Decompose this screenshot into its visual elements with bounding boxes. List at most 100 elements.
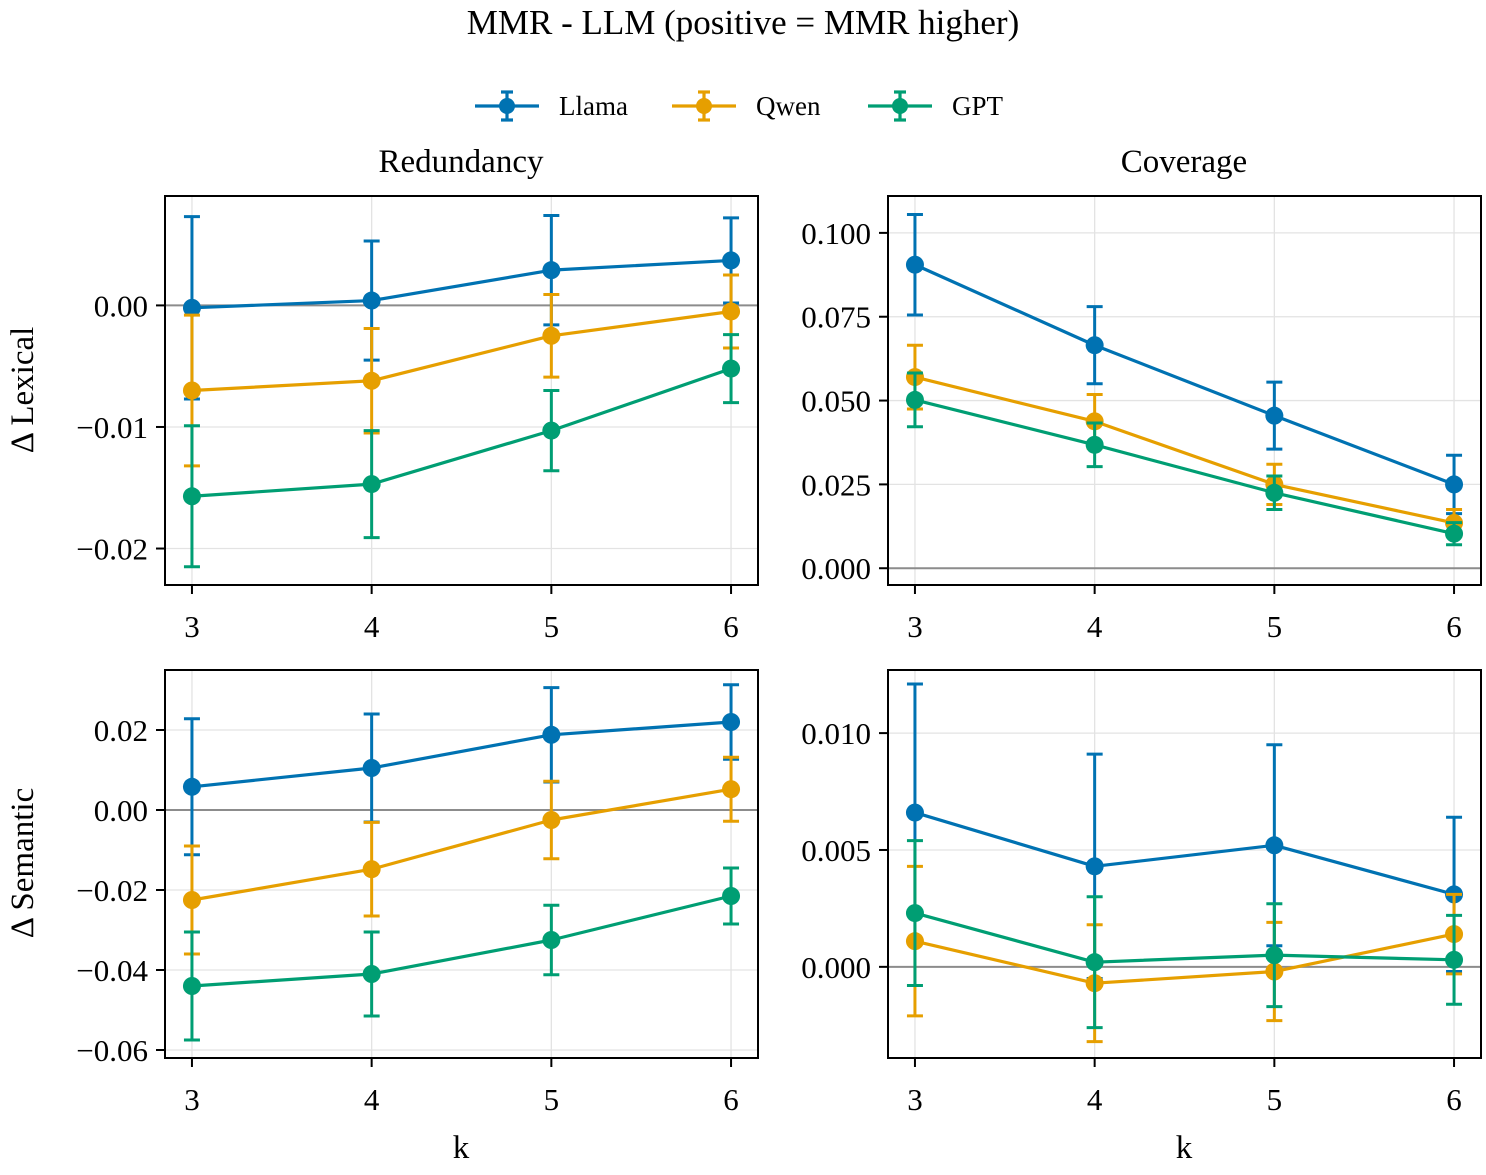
- point-llama-0: [182, 298, 201, 317]
- panel-frame: [887, 669, 1482, 1059]
- y-tick-label-0: −0.06: [76, 1033, 148, 1068]
- point-gpt-2: [1265, 483, 1284, 502]
- y-tick-label-4: 0.02: [94, 713, 148, 748]
- point-llama-1: [362, 291, 381, 310]
- point-llama-3: [1445, 475, 1464, 494]
- point-qwen-1: [362, 860, 381, 879]
- series-line-qwen: [914, 932, 1455, 985]
- y-tick-label-2: 0.050: [801, 384, 871, 419]
- x-tick-label-1: 4: [364, 1082, 380, 1117]
- series-line-llama: [914, 263, 1455, 486]
- panel-redundancy-lexical: −0.02 −0.01 0.00 3 4 5 6: [76, 195, 759, 644]
- series-line-qwen: [191, 787, 732, 902]
- legend-label-gpt: GPT: [952, 91, 1004, 121]
- y-tick-label-0: 0.000: [801, 950, 871, 985]
- point-qwen-0: [182, 891, 201, 909]
- point-llama-1: [1085, 857, 1104, 876]
- series-line-gpt: [914, 911, 1455, 964]
- legend-marker-llama: [499, 98, 515, 114]
- point-qwen-3: [722, 302, 741, 321]
- series-line-llama: [191, 258, 732, 310]
- y-tick-label-0: −0.02: [76, 532, 148, 567]
- x-axis-label-right: k: [1176, 1130, 1193, 1166]
- x-tick-label-1: 4: [1087, 609, 1103, 644]
- legend-marker-gpt: [892, 98, 908, 114]
- point-qwen-0: [182, 381, 201, 400]
- point-llama-2: [542, 261, 561, 280]
- point-llama-2: [1265, 836, 1284, 855]
- y-tick-label-2: 0.00: [94, 288, 148, 323]
- x-tick-label-2: 5: [544, 609, 560, 644]
- point-qwen-2: [542, 811, 561, 829]
- panel-frame: [164, 669, 759, 1059]
- x-tick-label-3: 6: [723, 609, 739, 644]
- row-label-semantic: Δ Semantic: [5, 788, 41, 938]
- point-gpt-2: [1265, 946, 1284, 965]
- point-gpt-1: [1085, 953, 1104, 972]
- point-llama-1: [362, 759, 381, 777]
- x-tick-label-2: 5: [1267, 1082, 1283, 1117]
- point-llama-3: [722, 713, 741, 731]
- legend: Llama Qwen GPT: [475, 90, 1004, 122]
- panel-coverage-semantic: 0.000 0.005 0.010 3 4 5 6: [801, 669, 1482, 1117]
- point-gpt-3: [1445, 950, 1464, 969]
- panel-coverage-lexical: 0.000 0.025 0.050 0.075 0.100 3 4 5 6: [801, 195, 1482, 644]
- point-gpt-0: [905, 390, 924, 409]
- x-tick-label-2: 5: [1267, 609, 1283, 644]
- y-tick-label-2: 0.010: [801, 716, 871, 751]
- point-llama-2: [1265, 406, 1284, 425]
- point-gpt-0: [182, 487, 201, 506]
- column-title-redundancy: Redundancy: [379, 144, 544, 180]
- point-qwen-2: [542, 326, 561, 345]
- y-tick-label-3: 0.075: [801, 300, 871, 335]
- series-line-qwen: [914, 375, 1455, 525]
- series-line-gpt: [191, 367, 732, 498]
- point-qwen-1: [1085, 412, 1104, 431]
- panel-frame: [164, 195, 759, 586]
- point-gpt-3: [722, 359, 741, 378]
- series-line-gpt: [191, 894, 732, 988]
- series-line-llama: [914, 811, 1455, 896]
- panel-frame: [887, 195, 1482, 586]
- point-gpt-3: [722, 887, 741, 905]
- x-tick-label-1: 4: [364, 609, 380, 644]
- point-llama-0: [905, 255, 924, 274]
- point-qwen-3: [722, 780, 741, 799]
- point-gpt-2: [542, 931, 561, 949]
- x-tick-label-2: 5: [544, 1082, 560, 1117]
- y-tick-label-2: −0.02: [76, 873, 148, 908]
- x-axis-label-left: k: [453, 1130, 470, 1166]
- series-line-llama: [191, 720, 732, 789]
- point-llama-1: [1085, 336, 1104, 355]
- x-tick-label-0: 3: [184, 1082, 200, 1117]
- x-tick-label-1: 4: [1087, 1082, 1103, 1117]
- point-llama-2: [542, 725, 561, 744]
- point-gpt-0: [182, 977, 201, 995]
- x-tick-label-3: 6: [723, 1082, 739, 1117]
- y-tick-label-1: 0.025: [801, 467, 871, 502]
- y-tick-label-1: 0.005: [801, 833, 871, 868]
- panel-redundancy-semantic: −0.06 −0.04 −0.02 0.00 0.02 3 4 5 6: [76, 669, 759, 1117]
- point-gpt-1: [1085, 435, 1104, 454]
- point-gpt-1: [362, 475, 381, 494]
- y-tick-label-4: 0.100: [801, 216, 871, 251]
- legend-marker-qwen: [696, 98, 712, 114]
- column-title-coverage: Coverage: [1121, 144, 1247, 180]
- y-tick-label-0: 0.000: [801, 551, 871, 586]
- point-llama-0: [182, 777, 201, 796]
- point-llama-0: [905, 803, 924, 822]
- point-gpt-1: [362, 965, 381, 983]
- series-line-gpt: [914, 398, 1455, 536]
- legend-label-qwen: Qwen: [756, 91, 821, 121]
- y-tick-label-1: −0.04: [76, 953, 148, 988]
- x-tick-label-0: 3: [184, 609, 200, 644]
- point-gpt-0: [905, 904, 924, 923]
- x-tick-label-0: 3: [907, 609, 923, 644]
- row-label-lexical: Δ Lexical: [5, 327, 41, 454]
- y-tick-label-3: 0.00: [94, 793, 148, 828]
- series-line-qwen: [191, 309, 732, 393]
- figure-title: MMR - LLM (positive = MMR higher): [467, 3, 1020, 42]
- point-gpt-2: [542, 421, 561, 440]
- point-llama-3: [722, 251, 741, 270]
